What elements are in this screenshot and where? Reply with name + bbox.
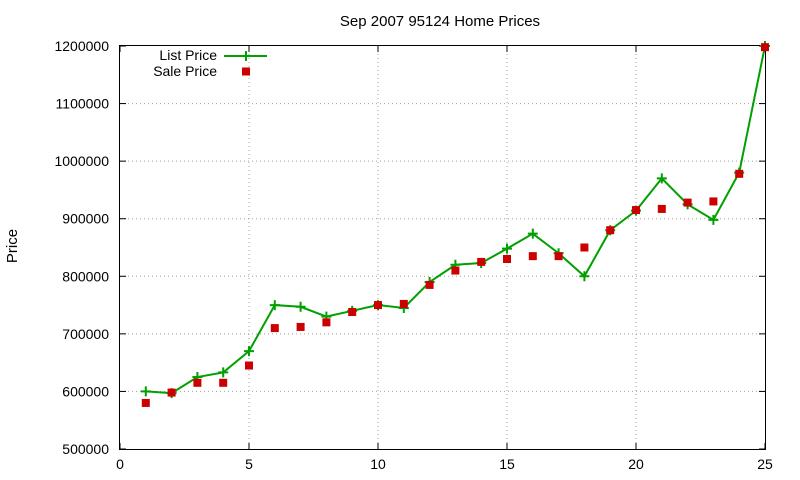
y-tick-label: 1200000 [54,38,109,54]
list-price-point [656,173,667,184]
sale-price-point [632,206,640,215]
x-tick-label: 5 [245,456,253,472]
y-tick-label: 800000 [62,268,109,284]
sale-price-point [399,299,408,308]
x-tick-label: 25 [757,456,773,472]
y-tick-label: 700000 [62,326,109,342]
sale-price-point [425,280,434,289]
y-tick-label: 500000 [62,441,109,457]
y-tick-label: 1100000 [56,96,110,112]
list-price-point [295,301,306,312]
sale-price-point [528,252,537,261]
sale-price-point [451,266,460,275]
x-tick-label: 20 [628,456,644,472]
legend-label-list-price: List Price [159,47,217,63]
legend: List Price Sale Price [153,47,267,79]
sale-price-point [477,257,486,266]
list-price-point [218,367,229,378]
list-price-point [708,214,719,225]
sale-price-point [270,324,279,333]
plot-frame [119,45,766,450]
sale-price-point [193,378,202,387]
sale-price-point [709,197,718,206]
sale-price-point [761,43,769,52]
chart-title: Sep 2007 95124 Home Prices [340,13,540,30]
sale-price-point [296,322,305,331]
sale-price-point [683,198,692,207]
sale-price-point [606,226,615,235]
sale-price-point [503,255,511,264]
sale-price-point [219,378,228,387]
axis-ticks: 0 5 10 15 20 25 500000 600000 700000 800000 900000… [54,38,773,472]
x-tick-label: 15 [499,456,515,472]
list-price-point [140,386,151,397]
y-axis-label: Price [4,229,21,263]
y-tick-label: 900000 [62,211,109,227]
sale-price-point [348,307,357,316]
y-tick-label: 1000000 [54,153,109,169]
x-tick-label: 0 [116,456,124,472]
sale-price-point [374,301,382,310]
list-price-point [269,300,280,311]
sale-price-point [554,252,563,261]
list-price-point [579,271,590,282]
sale-price-point [322,318,331,327]
legend-marker-sale-price [242,67,250,76]
sale-price-point [245,361,253,370]
sale-price-point [580,243,589,252]
list-price-point [527,228,538,239]
x-tick-label: 10 [370,456,386,472]
list-price-point [244,346,254,357]
legend-label-sale-price: Sale Price [153,63,217,79]
sale-price-point [735,169,744,178]
y-tick-label: 600000 [62,383,109,399]
list-price-line [145,45,766,395]
series [140,41,770,407]
list-price-point [502,243,512,254]
sale-price-point [167,388,176,397]
legend-marker-list-price [241,51,251,61]
sale-price-point [141,398,150,407]
sale-price-point [657,204,666,213]
grid [120,46,765,449]
